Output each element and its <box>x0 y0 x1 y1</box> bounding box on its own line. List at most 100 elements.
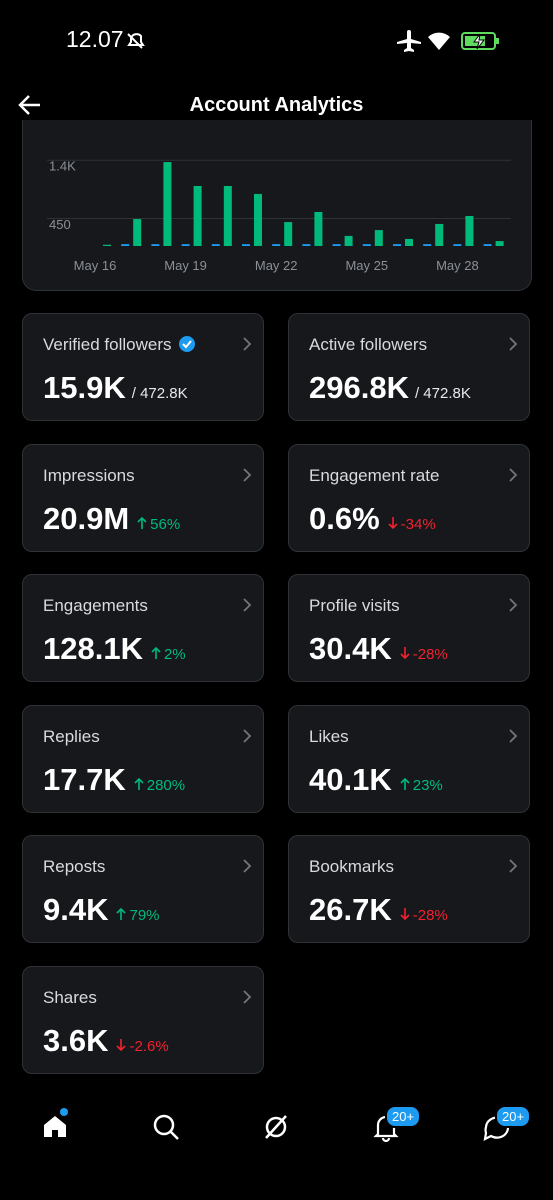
card-label-text: Engagements <box>43 596 148 615</box>
chevron <box>243 337 252 351</box>
bar <box>393 244 401 246</box>
y-tick-label: 1.4K <box>49 159 76 174</box>
status-time: 12.07 <box>66 26 124 52</box>
arrow-up <box>134 777 144 790</box>
card-label-text: Replies <box>43 726 100 746</box>
card-label-text: Shares <box>43 987 97 1007</box>
chart-card: 1.4K 450 May 16 May 19 May 22 May 25 May 28 <box>22 120 532 291</box>
arrow-up <box>116 907 127 920</box>
bar <box>405 238 413 246</box>
metric-card[interactable]: Replies 17.7K 280% <box>22 704 264 813</box>
card-change: -28% <box>400 907 448 924</box>
card-change: 79% <box>116 907 160 924</box>
bar <box>465 215 474 246</box>
card-value: 296.8K / 472.8K <box>309 370 471 406</box>
metric-card[interactable]: Reposts 9.4K 79% <box>22 835 264 943</box>
card-value-text: 20.9M <box>43 500 130 536</box>
card-change: -2.6% <box>116 1037 169 1055</box>
messages-icon[interactable] <box>483 1116 510 1141</box>
card-label-text: Likes <box>309 726 349 746</box>
card-value-text: 3.6K <box>43 1022 109 1058</box>
bar <box>272 244 281 246</box>
metric-card[interactable]: Likes 40.1K 23% <box>288 704 530 813</box>
back-button[interactable] <box>18 94 42 116</box>
chevron <box>509 467 518 482</box>
card-value: 3.6K -2.6% <box>43 1023 169 1059</box>
metric-card[interactable]: Shares 3.6K -2.6% <box>22 965 264 1074</box>
card-label: Likes <box>309 727 349 747</box>
bar <box>103 244 111 246</box>
card-value-text: 0.6% <box>309 500 380 536</box>
chevron <box>509 859 518 873</box>
bar <box>254 193 262 246</box>
chevron <box>243 728 252 743</box>
metric-card[interactable]: Engagement rate 0.6% -34% <box>288 443 530 552</box>
bar <box>344 235 353 246</box>
card-change-text: -2.6% <box>129 1037 169 1055</box>
card-value: 20.9M 56% <box>43 501 180 537</box>
bottom-nav: 20+ 20+ <box>0 1100 553 1160</box>
card-value: 128.1K 2% <box>43 631 186 667</box>
message-badge: 20+ <box>495 1105 532 1128</box>
card-label-text: Active followers <box>309 335 428 354</box>
status-icons <box>127 30 499 52</box>
bar <box>302 244 311 246</box>
card-value-text: 9.4K <box>43 892 109 927</box>
metric-card[interactable]: Bookmarks 26.7K -28% <box>288 835 530 943</box>
card-change-text: 79% <box>129 907 160 924</box>
metric-card[interactable]: Engagements 128.1K 2% <box>22 574 264 682</box>
arrow-up <box>151 646 161 659</box>
header: Account Analytics <box>0 0 553 132</box>
metric-card[interactable]: Verified followers 15.9K / 472.8K <box>22 313 264 421</box>
bar <box>314 212 323 246</box>
bar <box>121 244 130 246</box>
metric-card[interactable]: Impressions 20.9M 56% <box>22 443 264 552</box>
card-value: 40.1K 23% <box>309 762 443 798</box>
x-tick-label: May 22 <box>255 258 298 273</box>
card-label: Active followers <box>309 335 427 355</box>
bar <box>453 244 462 246</box>
bar <box>223 185 232 246</box>
card-change-text: -34% <box>400 515 436 533</box>
card-change: 280% <box>134 777 185 794</box>
chevron <box>509 598 518 612</box>
bar <box>151 244 160 246</box>
metric-card[interactable]: Active followers 296.8K / 472.8K <box>288 313 530 421</box>
chart: 1.4K 450 May 16 May 19 May 22 May 25 May 28 <box>47 159 511 273</box>
verified-badge <box>178 336 195 352</box>
card-value-text: 30.4K <box>309 631 392 666</box>
card-label-text: Verified followers <box>43 335 172 354</box>
chevron <box>243 467 252 482</box>
card-change-text: -28% <box>412 646 448 663</box>
bar <box>423 244 432 246</box>
card-label: Profile visits <box>309 596 400 616</box>
bar <box>483 244 492 246</box>
card-value: 26.7K -28% <box>309 892 448 928</box>
y-tick-label: 450 <box>49 217 71 232</box>
card-label: Impressions <box>43 466 135 486</box>
card-value: 0.6% -34% <box>309 501 436 537</box>
metric-card[interactable]: Profile visits 30.4K -28% <box>288 574 530 682</box>
card-label-text: Impressions <box>43 465 135 485</box>
card-change-text: 56% <box>150 515 181 533</box>
card-value-text: 40.1K <box>309 761 392 797</box>
x-tick-label: May 25 <box>345 258 388 273</box>
x-tick-label: May 19 <box>164 258 207 273</box>
bar <box>332 244 341 246</box>
grok-icon[interactable] <box>265 1116 287 1138</box>
search-icon[interactable] <box>153 1114 175 1136</box>
notification-badge: 20+ <box>385 1105 422 1128</box>
card-value-text: 15.9K <box>43 370 126 405</box>
card-change: -28% <box>400 646 448 663</box>
card-sub: / 472.8K <box>131 385 188 402</box>
card-label: Bookmarks <box>309 857 394 877</box>
bar <box>495 241 504 246</box>
bar <box>362 244 371 246</box>
card-change-text: 280% <box>146 776 186 794</box>
home-icon[interactable] <box>44 1116 66 1137</box>
bar <box>284 222 293 246</box>
card-change-text: 2% <box>163 646 186 663</box>
card-change: -34% <box>388 516 436 533</box>
card-change-text: 23% <box>412 776 443 794</box>
bar <box>435 223 444 246</box>
